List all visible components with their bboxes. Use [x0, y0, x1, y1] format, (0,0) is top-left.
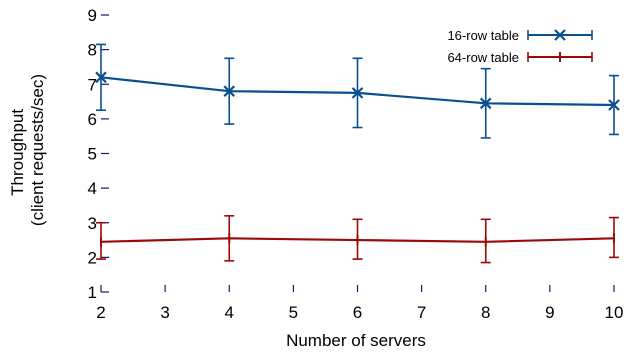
series-2-point-10 [609, 216, 619, 259]
legend-marker [554, 29, 566, 41]
y-tick-label-5: 5 [88, 145, 97, 164]
legend: 16-row table 64-row table [447, 28, 593, 65]
y-axis-title-line-1: Throughput [8, 109, 27, 196]
y-axis-title-line-2: (client requests/sec) [28, 74, 47, 226]
series-2-point-6 [352, 218, 363, 260]
series-1-point-8 [479, 67, 492, 139]
series-layer [95, 43, 620, 264]
y-tick-label-3: 3 [88, 214, 97, 233]
x-tick-label-9: 9 [545, 303, 554, 322]
y-tick-label-7: 7 [88, 75, 97, 94]
x-tick-label-5: 5 [289, 303, 298, 322]
series-2-point-4 [224, 215, 235, 262]
series-1-point-2 [95, 43, 107, 112]
legend-entry-1: 16-row table [447, 28, 593, 43]
data-point-marker [223, 85, 236, 97]
data-point-marker [479, 97, 492, 110]
y-tick-label-8: 8 [88, 41, 97, 60]
x-tick-label-7: 7 [417, 303, 426, 322]
y-tick-label-6: 6 [88, 110, 97, 129]
y-axis-title: Throughput (client requests/sec) [8, 74, 47, 226]
y-tick-label-1: 1 [88, 283, 97, 302]
legend-label: 64-row table [447, 50, 519, 65]
series-1 [95, 43, 620, 139]
data-point-marker [351, 87, 364, 99]
series-2-point-2 [96, 221, 106, 260]
x-tick-label-3: 3 [160, 303, 169, 322]
series-1-point-4 [223, 57, 236, 125]
legend-entry-2: 64-row table [447, 50, 593, 65]
x-tick-label-10: 10 [605, 303, 624, 322]
data-point-marker [608, 99, 620, 111]
y-tick-label-2: 2 [88, 248, 97, 267]
x-tick-label-6: 6 [353, 303, 362, 322]
series-2 [96, 215, 619, 264]
series-1-point-6 [351, 57, 364, 129]
legend-label: 16-row table [447, 28, 519, 43]
x-axis-title: Number of servers [286, 331, 426, 350]
x-tick-label-2: 2 [96, 303, 105, 322]
x-tick-label-4: 4 [225, 303, 234, 322]
series-1-point-10 [608, 74, 620, 136]
y-tick-label-4: 4 [88, 179, 97, 198]
data-point-marker [95, 71, 107, 84]
x-tick-label-8: 8 [481, 303, 490, 322]
series-2-point-8 [480, 218, 491, 264]
y-tick-label-9: 9 [88, 6, 97, 25]
